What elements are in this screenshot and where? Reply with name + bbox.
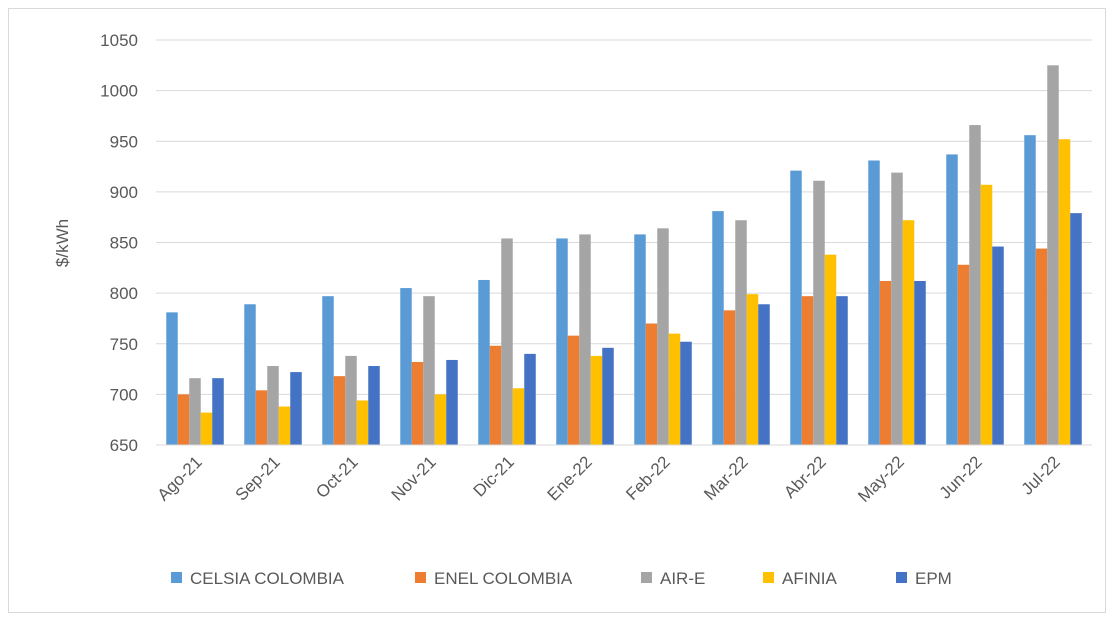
- x-tick-label: Abr-22: [780, 452, 830, 502]
- bar: [790, 170, 802, 446]
- bar: [200, 412, 213, 445]
- bar: [423, 296, 435, 445]
- y-tick-label: 1050: [100, 31, 138, 50]
- bar: [836, 296, 848, 445]
- bar: [1024, 135, 1036, 446]
- y-tick-label: 950: [110, 132, 138, 151]
- y-axis-title: $/kWh: [53, 219, 72, 267]
- bar: [902, 220, 915, 445]
- x-tick-label: Ene-22: [544, 452, 596, 504]
- y-tick-label: 800: [110, 284, 138, 303]
- bar: [957, 264, 970, 445]
- bar: [356, 400, 369, 445]
- x-axis-ticks: Ago-21 Sep-21 Oct-21 Nov-21 Dic-21 Ene-22 Feb-…: [154, 452, 1064, 506]
- bar: [333, 376, 346, 445]
- bar: [446, 359, 458, 445]
- bar: [969, 125, 981, 446]
- x-tick-label: Nov-21: [388, 452, 440, 504]
- bar: [1047, 65, 1059, 445]
- legend-label: AFINIA: [782, 569, 837, 588]
- legend-swatch: [171, 572, 182, 583]
- bar: [177, 394, 190, 445]
- bar: [590, 355, 603, 445]
- bar: [891, 172, 903, 445]
- legend-swatch: [641, 572, 652, 583]
- y-tick-label: 900: [110, 183, 138, 202]
- bar: [255, 390, 268, 445]
- bar: [980, 184, 993, 445]
- bar: [668, 333, 681, 445]
- bar: [478, 279, 490, 445]
- bar: [322, 296, 334, 445]
- y-tick-label: 850: [110, 234, 138, 253]
- x-tick-label: Oct-21: [312, 452, 362, 502]
- bar: [801, 296, 814, 445]
- bar: [345, 355, 357, 445]
- bar: [1058, 139, 1071, 445]
- bar: [567, 335, 580, 445]
- y-axis-ticks: 650 700 750 800 850 900 950 1000 1050: [100, 31, 138, 455]
- bar: [824, 254, 837, 445]
- bar: [556, 238, 568, 445]
- bar: [680, 341, 692, 445]
- bar: [278, 406, 291, 445]
- bar: [501, 238, 513, 445]
- bar: [434, 394, 447, 445]
- legend: CELSIA COLOMBIA ENEL COLOMBIA AIR-E AFINIA E…: [171, 569, 952, 588]
- bar: [758, 304, 770, 445]
- x-tick-label: Mar-22: [700, 452, 752, 504]
- x-tick-label: May-22: [854, 452, 908, 506]
- legend-swatch: [763, 572, 774, 583]
- bars: [156, 65, 1092, 446]
- bar: [400, 288, 412, 445]
- bar: [602, 347, 614, 445]
- y-tick-label: 1000: [100, 82, 138, 101]
- bar: [735, 220, 747, 445]
- x-tick-label: Dic-21: [470, 452, 518, 500]
- bar: [645, 323, 658, 445]
- bar: [189, 378, 201, 445]
- bar: [723, 310, 736, 445]
- y-tick-label: 650: [110, 436, 138, 455]
- bar: [746, 294, 759, 445]
- legend-swatch: [896, 572, 907, 583]
- bar: [244, 304, 256, 445]
- bar: [813, 180, 825, 446]
- bar: [657, 228, 669, 445]
- bar: [368, 366, 380, 445]
- y-tick-label: 700: [110, 385, 138, 404]
- bar: [1035, 248, 1048, 445]
- bar: [212, 378, 224, 445]
- bar: [914, 280, 926, 445]
- bar: [712, 211, 724, 445]
- legend-swatch: [415, 572, 426, 583]
- bar: [411, 361, 424, 445]
- legend-label: AIR-E: [660, 569, 705, 588]
- bar: [992, 246, 1004, 445]
- bar: [579, 234, 591, 445]
- bar: [1070, 213, 1082, 445]
- y-tick-label: 750: [110, 335, 138, 354]
- bar: [946, 154, 958, 445]
- bar: [290, 372, 302, 445]
- bar: [512, 388, 525, 445]
- bar: [879, 280, 892, 445]
- bar: [524, 353, 536, 445]
- bar: [267, 366, 279, 445]
- x-tick-label: Sep-21: [232, 452, 284, 504]
- x-tick-label: Ago-21: [154, 452, 206, 504]
- legend-label: EPM: [915, 569, 952, 588]
- x-tick-label: Feb-22: [622, 452, 674, 504]
- legend-label: ENEL COLOMBIA: [434, 569, 573, 588]
- bar: [868, 160, 880, 446]
- bar: [166, 312, 178, 445]
- bar: [634, 234, 646, 445]
- x-tick-label: Jul-22: [1018, 452, 1064, 498]
- x-tick-label: Jun-22: [936, 452, 986, 502]
- bar: [489, 345, 502, 445]
- legend-label: CELSIA COLOMBIA: [190, 569, 345, 588]
